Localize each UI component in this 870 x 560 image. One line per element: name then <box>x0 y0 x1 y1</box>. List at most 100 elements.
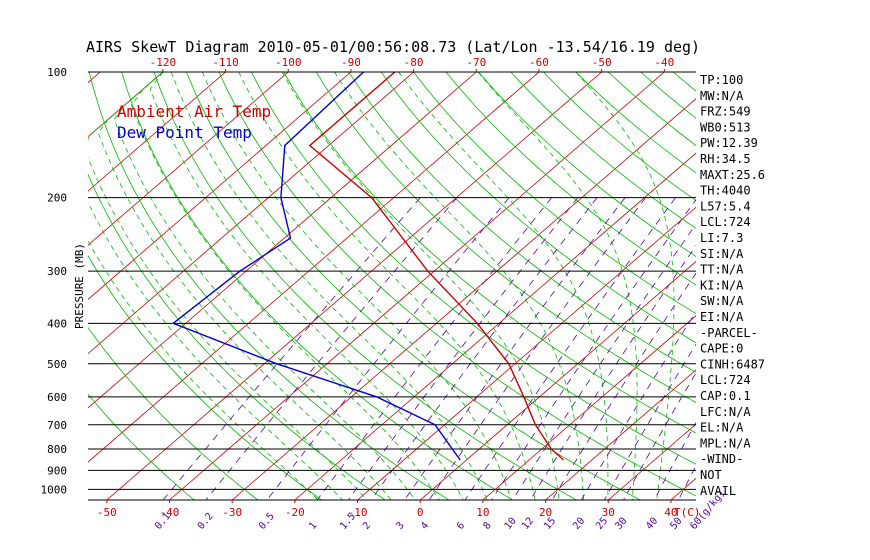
top-temp-tick-label: -50 <box>592 56 612 69</box>
mixing-ratio-label: 6 <box>455 520 467 532</box>
moist-adiabat-line <box>170 72 488 500</box>
index-readout: -PARCEL- <box>700 326 758 340</box>
moist-adiabat-line <box>477 72 638 500</box>
dry-adiabat-line <box>348 72 696 373</box>
pressure-tick-label: 900 <box>47 464 67 477</box>
pressure-tick-label: 600 <box>47 391 67 404</box>
isotherm-line <box>607 423 696 500</box>
top-temp-tick-label: -90 <box>341 56 361 69</box>
mixing-ratio-label: 12 <box>520 516 536 532</box>
isotherm-line <box>357 206 696 500</box>
index-readout: CINH:6487 <box>700 357 765 371</box>
index-readout: PW:12.39 <box>700 136 758 150</box>
isotherm-line <box>482 315 696 500</box>
dry-adiabat-line <box>251 72 696 465</box>
dry-adiabat-line <box>445 72 696 286</box>
pressure-tick-label: 300 <box>47 265 67 278</box>
index-readout: KI:N/A <box>700 278 744 292</box>
grid-layer <box>0 72 870 500</box>
moist-adiabat-line <box>334 72 584 500</box>
mixing-ratio-line <box>580 311 696 500</box>
isotherm-line <box>88 72 477 409</box>
bottom-temp-tick-label: 10 <box>476 506 489 519</box>
dry-adiabat-line <box>315 72 696 403</box>
pressure-tick-label: 100 <box>47 66 67 79</box>
mixing-ratio-line <box>162 197 421 500</box>
isotherm-line <box>0 72 38 500</box>
mixing-ratio-label: 20 <box>571 516 587 532</box>
moist-adiabat-line <box>281 72 560 500</box>
dry-adiabat-line <box>738 72 870 500</box>
index-readout: CAP:0.1 <box>700 389 751 403</box>
mixing-ratio-line <box>428 197 646 500</box>
mixing-ratio-line <box>678 465 696 500</box>
top-temp-tick-label: -80 <box>404 56 424 69</box>
mixing-ratio-line <box>205 197 458 500</box>
index-readout: LFC:N/A <box>700 405 751 419</box>
isotherm-line <box>88 72 414 355</box>
mixing-ratio-line <box>370 197 598 500</box>
index-readout: -WIND- <box>700 452 743 466</box>
pressure-tick-label: 1000 <box>41 483 68 496</box>
index-readout: LCL:724 <box>700 215 751 229</box>
moist-adiabat-line <box>201 72 512 500</box>
mixing-ratio-line <box>404 197 626 500</box>
moist-adiabat-line <box>113 72 416 500</box>
top-temp-tick-label: -70 <box>466 56 486 69</box>
moist-adiabat-line <box>238 72 536 500</box>
index-readout: MPL:N/A <box>700 436 751 450</box>
top-temp-tick-label: -60 <box>529 56 549 69</box>
pressure-tick-label: 800 <box>47 443 67 456</box>
mixing-ratio-label: 40 <box>644 516 660 532</box>
index-readout: MW:N/A <box>700 89 744 103</box>
bottom-temp-tick-label: 40 <box>664 506 677 519</box>
mixing-ratio-label: 8 <box>481 520 493 532</box>
isotherm-line <box>545 369 696 500</box>
bottom-temp-tick-label: -50 <box>97 506 117 519</box>
pressure-tick-label: 200 <box>47 192 67 205</box>
isotherm-line <box>231 98 696 500</box>
mixing-ratio-line <box>512 223 696 500</box>
index-readout: AVAIL <box>700 484 736 498</box>
bottom-temp-tick-label: 20 <box>539 506 552 519</box>
y-axis-label: PRESSURE (MB) <box>73 243 86 329</box>
bottom-temp-tick-label: -20 <box>285 506 305 519</box>
index-readout: MAXT:25.6 <box>700 168 765 182</box>
bottom-temp-tick-label: 30 <box>602 506 615 519</box>
pressure-tick-label: 500 <box>47 358 67 371</box>
bottom-temp-tick-label: -10 <box>348 506 368 519</box>
bottom-temp-tick-label: -40 <box>160 506 180 519</box>
pressure-tick-label: 700 <box>47 419 67 432</box>
index-readout: EI:N/A <box>700 310 744 324</box>
chart-title: AIRS SkewT Diagram 2010-05-01/00:56:08.7… <box>86 38 700 56</box>
index-readout: L57:5.4 <box>700 199 751 213</box>
mixing-ratio-line <box>347 197 579 500</box>
dew-point-temp-line <box>171 72 461 461</box>
bottom-axis-label: T(C) <box>674 506 701 519</box>
top-temp-tick-label: -40 <box>654 56 674 69</box>
isotherm-line <box>88 72 352 300</box>
mixing-ratio-label: 0.5 <box>257 511 277 532</box>
top-temp-tick-label: -110 <box>212 56 239 69</box>
index-readout: TP:100 <box>700 73 743 87</box>
top-temp-tick-label: -120 <box>150 56 177 69</box>
mixing-ratio-line <box>603 343 696 500</box>
index-readout: SI:N/A <box>700 247 744 261</box>
mixing-ratio-line <box>266 197 510 500</box>
index-readout: WB0:513 <box>700 120 751 134</box>
index-readout: SW:N/A <box>700 294 744 308</box>
mixing-ratio-label: 0.2 <box>196 511 216 532</box>
mixing-ratio-line <box>529 244 696 500</box>
mixing-ratio-line <box>464 197 676 500</box>
mixing-ratio-label: 10 <box>503 516 519 532</box>
top-temp-tick-label: -100 <box>275 56 302 69</box>
index-readout: LCL:724 <box>700 373 751 387</box>
index-readout: TH:4040 <box>700 184 751 198</box>
mixing-ratio-label: 3 <box>394 520 406 532</box>
mixing-ratio-label: 2 <box>361 520 373 532</box>
legend-dew-point-temp: Dew Point Temp <box>117 123 252 142</box>
isotherm-line <box>88 72 540 463</box>
mixing-ratio-label: 4 <box>419 520 431 532</box>
dry-adiabat-line <box>413 72 696 315</box>
